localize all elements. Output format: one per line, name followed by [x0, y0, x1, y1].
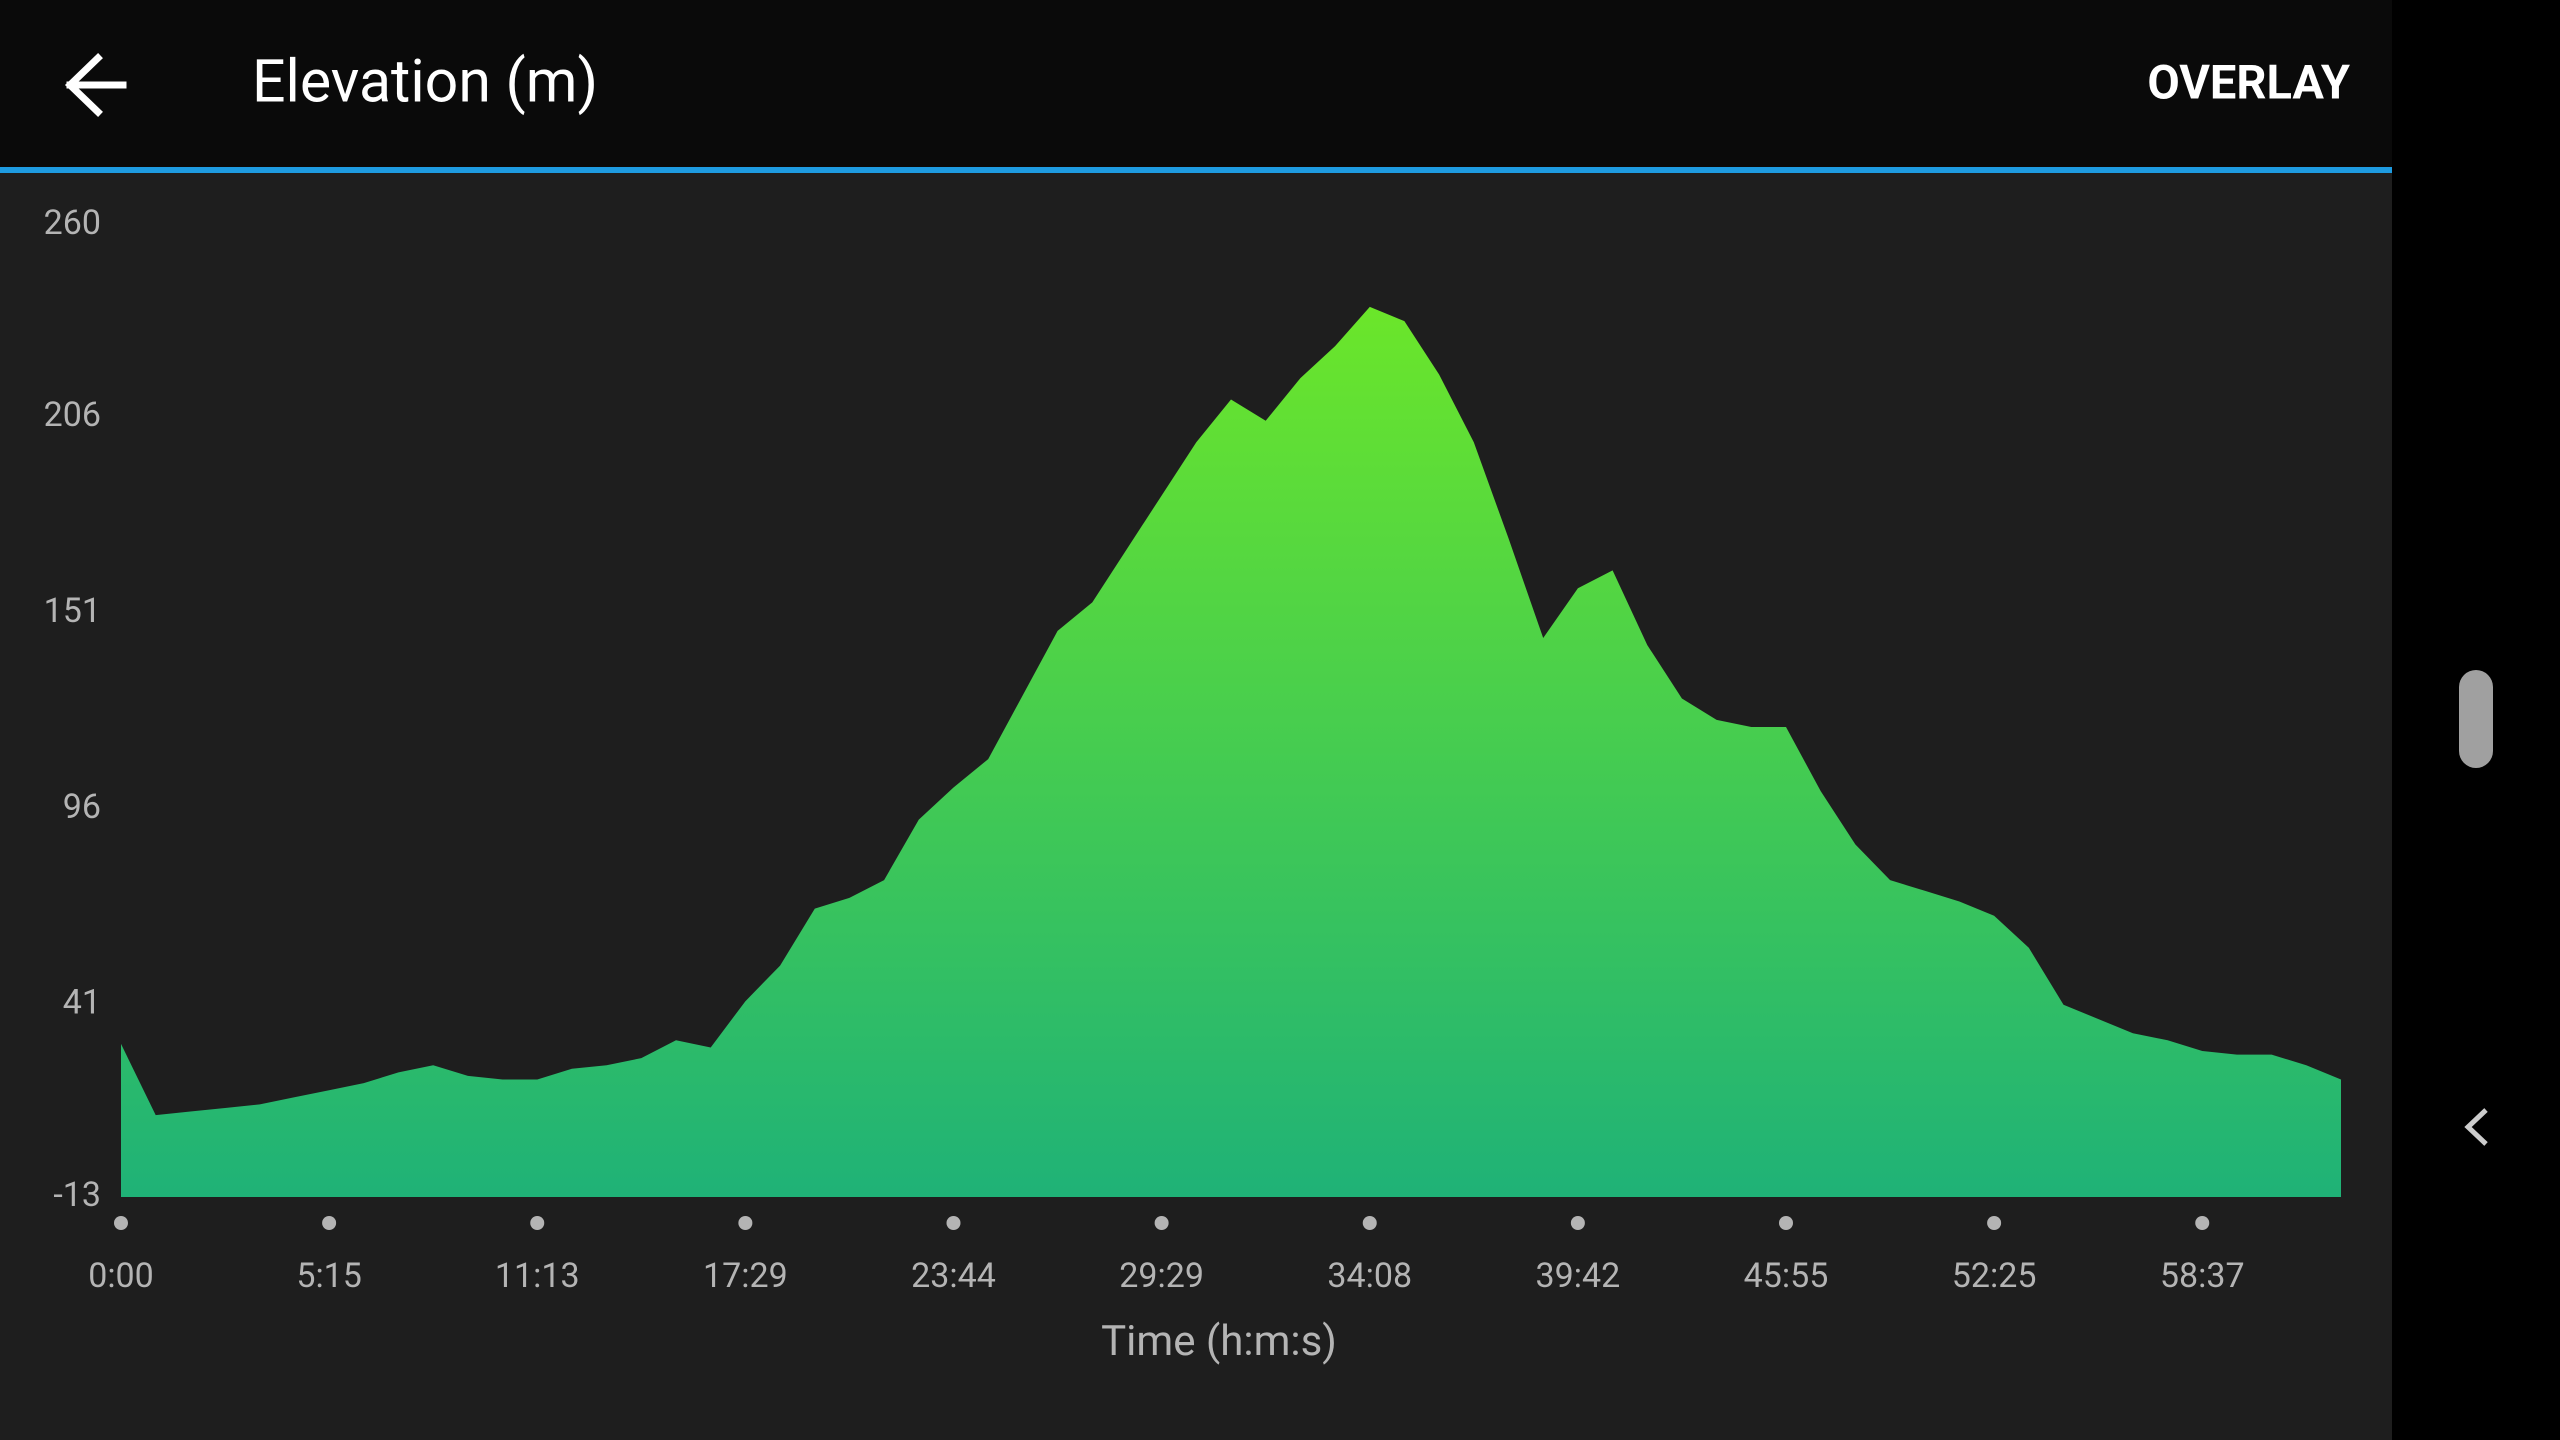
x-tick-label: 0:00: [88, 1256, 154, 1296]
x-tick-dot: [1362, 1216, 1377, 1230]
elevation-area: [121, 306, 2341, 1197]
x-tick-label: 34:08: [1327, 1256, 1412, 1296]
x-tick-dot: [1570, 1216, 1585, 1230]
x-tick-dot: [1987, 1216, 2002, 1230]
scroll-handle[interactable]: [2459, 670, 2493, 768]
x-tick-label: 17:29: [703, 1256, 788, 1296]
x-tick-label: 11:13: [495, 1256, 580, 1296]
x-tick-dot: [530, 1216, 545, 1230]
y-tick-label: 96: [63, 787, 101, 827]
back-button[interactable]: [64, 53, 127, 117]
y-tick-label: -13: [53, 1175, 101, 1215]
y-tick-label: 206: [44, 395, 101, 435]
y-tick-label: 151: [44, 591, 101, 631]
y-tick-label: 260: [44, 203, 101, 243]
top-bar: [0, 0, 2392, 167]
x-tick-dot: [322, 1216, 337, 1230]
y-tick-label: 41: [63, 983, 101, 1023]
back-arrow-head: [64, 53, 103, 117]
x-tick-label: 23:44: [911, 1256, 996, 1296]
x-tick-label: 39:42: [1536, 1256, 1621, 1296]
x-tick-label: 58:37: [2160, 1256, 2245, 1296]
overlay-button[interactable]: OVERLAY: [2147, 55, 2351, 110]
screen-title: Elevation (m): [252, 48, 598, 117]
x-tick-dot: [1779, 1216, 1793, 1230]
x-tick-label: 45:55: [1744, 1256, 1829, 1296]
x-tick-dot: [1154, 1216, 1169, 1230]
x-tick-dot: [2195, 1216, 2210, 1230]
x-tick-dot: [946, 1216, 961, 1230]
x-tick-label: 52:25: [1952, 1256, 2037, 1296]
x-tick-label: 29:29: [1119, 1256, 1204, 1296]
side-chevron[interactable]: [2464, 1108, 2488, 1146]
x-axis-title: Time (h:m:s): [1101, 1317, 1337, 1366]
x-tick-dot: [114, 1216, 128, 1230]
x-tick-label: 5:15: [296, 1256, 362, 1296]
top-bar-accent: [0, 167, 2392, 173]
x-tick-dot: [738, 1216, 753, 1230]
